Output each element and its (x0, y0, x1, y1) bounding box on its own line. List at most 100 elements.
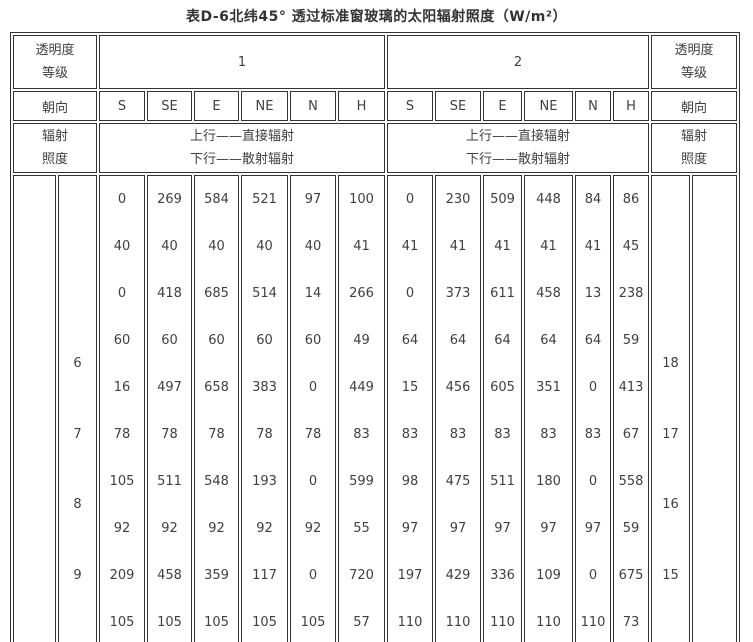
data-col-g2-ne: 448 41 458 64 351 83 180 97 109 110 (524, 175, 574, 642)
transparency-label-line2: 等级 (42, 66, 69, 81)
value-cell: 429 (445, 568, 471, 583)
value-cell: 83 (353, 427, 370, 442)
value-cell: 92 (304, 521, 322, 536)
value-cell: 40 (113, 239, 131, 254)
right-hour-label: 16 (662, 497, 679, 512)
header-row-orientation: 朝向 S SE E NE N H S SE E NE N H 朝向 (13, 91, 738, 121)
value-cell: 83 (540, 427, 557, 442)
value-cell: 110 (445, 615, 471, 630)
value-cell: 658 (204, 380, 229, 395)
value-cell: 64 (494, 333, 511, 348)
value-cell: 611 (490, 286, 515, 301)
value-cell: 45 (622, 239, 640, 254)
value-cell: 105 (157, 615, 182, 630)
value-cell: 92 (161, 521, 178, 536)
value-cell: 110 (536, 615, 561, 630)
value-cell: 675 (618, 568, 644, 583)
value-cell: 97 (304, 192, 322, 207)
value-cell: 64 (540, 333, 557, 348)
value-cell: 60 (161, 333, 178, 348)
value-cell: 67 (622, 427, 640, 442)
header-group-2: 2 (387, 35, 650, 89)
value-cell: 40 (256, 239, 273, 254)
value-cell: 605 (490, 380, 515, 395)
value-cell: 373 (445, 286, 471, 301)
value-cell: 0 (117, 192, 127, 207)
data-col-g2-s: 0 41 0 64 15 83 98 97 197 110 (387, 175, 434, 642)
value-cell: 83 (401, 427, 419, 442)
orientation-g1-ne: NE (241, 91, 289, 121)
value-cell: 0 (588, 568, 598, 583)
value-cell: 266 (349, 286, 374, 301)
radiation-note-group1: 上行——直接辐射 下行——散射辐射 (99, 123, 386, 173)
radiation-label-line2: 照度 (42, 152, 69, 167)
data-col-g2-h: 86 45 238 59 413 67 558 59 675 73 (613, 175, 650, 642)
value-cell: 15 (401, 380, 419, 395)
value-cell: 0 (405, 286, 415, 301)
value-cell: 475 (445, 474, 471, 489)
value-cell: 64 (584, 333, 602, 348)
value-cell: 60 (304, 333, 322, 348)
value-cell: 558 (618, 474, 644, 489)
orientation-g1-n: N (290, 91, 337, 121)
value-cell: 100 (349, 192, 374, 207)
value-cell: 41 (494, 239, 511, 254)
value-cell: 41 (401, 239, 419, 254)
value-cell: 193 (252, 474, 277, 489)
right-hour-label: 15 (662, 568, 679, 583)
value-cell: 13 (584, 286, 602, 301)
right-spacer-column (692, 175, 738, 642)
value-cell: 83 (449, 427, 467, 442)
value-cell: 685 (204, 286, 229, 301)
orientation-g2-h: H (613, 91, 650, 121)
value-cell: 84 (584, 192, 602, 207)
value-cell: 60 (208, 333, 225, 348)
value-cell: 16 (113, 380, 131, 395)
value-cell: 0 (308, 380, 318, 395)
value-cell: 110 (580, 615, 606, 630)
value-cell: 64 (449, 333, 467, 348)
value-cell: 83 (494, 427, 511, 442)
data-col-g2-n: 84 41 13 64 0 83 0 97 0 110 (575, 175, 612, 642)
note-diffuse-radiation: 下行——散射辐射 (190, 152, 295, 167)
note-direct-radiation: 上行——直接辐射 (190, 129, 295, 144)
left-hour-label: 6 (73, 356, 82, 371)
value-cell: 92 (256, 521, 273, 536)
radiation-label-line1: 辐射 (681, 129, 708, 144)
value-cell: 78 (208, 427, 225, 442)
value-cell: 110 (397, 615, 423, 630)
value-cell: 40 (161, 239, 178, 254)
table-title: 表D-6北纬45° 透过标准窗玻璃的太阳辐射照度（W/m²） (185, 9, 568, 25)
value-cell: 238 (618, 286, 644, 301)
value-cell: 0 (588, 380, 598, 395)
value-cell: 511 (490, 474, 515, 489)
note-diffuse-radiation: 下行——散射辐射 (466, 152, 571, 167)
data-col-g1-h: 100 41 266 49 449 83 599 55 720 57 (338, 175, 386, 642)
left-hour-label: 8 (73, 497, 82, 512)
transparency-label-line2: 等级 (681, 66, 708, 81)
value-cell: 521 (252, 192, 277, 207)
transparency-label-line1: 透明度 (674, 43, 714, 58)
value-cell: 41 (540, 239, 557, 254)
value-cell: 59 (622, 521, 640, 536)
left-hour-label: 7 (73, 427, 82, 442)
value-cell: 78 (113, 427, 131, 442)
transparency-label-line1: 透明度 (35, 43, 75, 58)
value-cell: 97 (494, 521, 511, 536)
value-cell: 448 (536, 192, 561, 207)
orientation-g2-se: SE (435, 91, 482, 121)
value-cell: 41 (584, 239, 602, 254)
value-cell: 97 (540, 521, 557, 536)
value-cell: 511 (157, 474, 182, 489)
value-cell: 509 (490, 192, 515, 207)
orientation-g1-s: S (99, 91, 146, 121)
value-cell: 97 (449, 521, 467, 536)
value-cell: 110 (490, 615, 515, 630)
value-cell: 40 (208, 239, 225, 254)
left-hour-label-column: 6 7 8 9 (58, 175, 98, 642)
value-cell: 197 (397, 568, 423, 583)
value-cell: 55 (353, 521, 370, 536)
value-cell: 83 (584, 427, 602, 442)
value-cell: 105 (300, 615, 326, 630)
value-cell: 78 (304, 427, 322, 442)
